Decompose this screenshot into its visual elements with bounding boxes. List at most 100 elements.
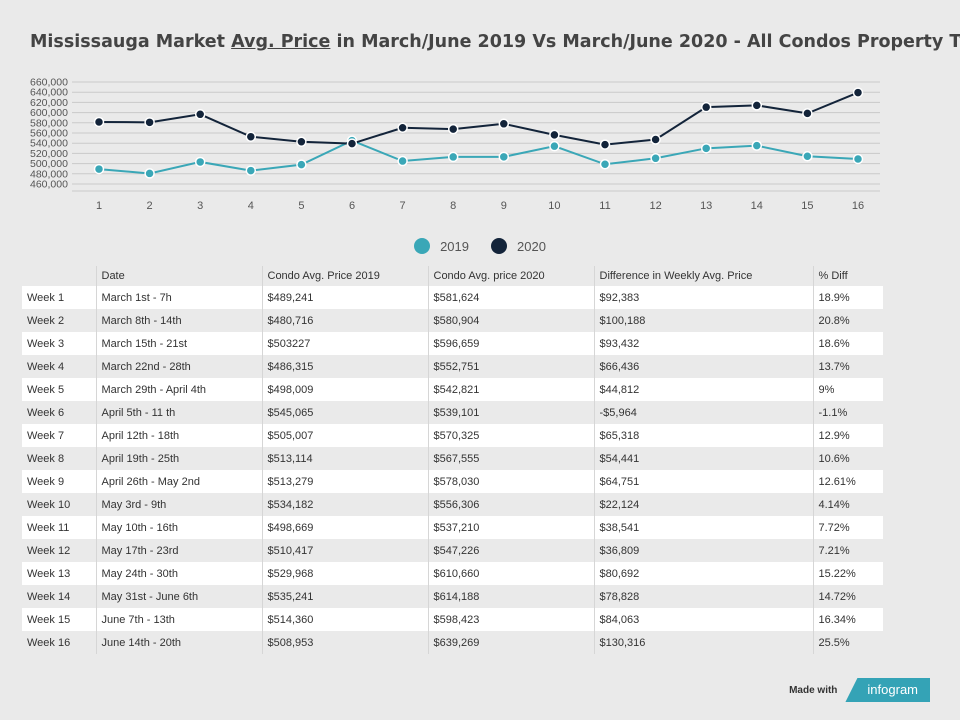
- table-cell: $614,188: [427, 585, 594, 608]
- table-cell: Week 6: [22, 401, 96, 424]
- table-cell: April 19th - 25th: [95, 447, 262, 470]
- table-cell: $486,315: [261, 355, 428, 378]
- table-cell: $66,436: [593, 355, 813, 378]
- table-cell: 18.9%: [812, 286, 883, 309]
- data-point-2020: [447, 123, 459, 135]
- table-cell: June 7th - 13th: [95, 608, 262, 631]
- table-cell: $84,063: [593, 608, 813, 631]
- table-row: Week 13 May 24th - 30th $529,968 $610,660 $8…: [22, 562, 883, 585]
- table-cell: $80,692: [593, 562, 813, 585]
- table-cell: March 1st - 7h: [95, 286, 262, 309]
- x-tick-label: 1: [96, 200, 102, 212]
- series-line-2020: [98, 91, 859, 146]
- table-cell: March 15th - 21st: [95, 332, 262, 355]
- table-cell: $92,383: [593, 286, 813, 309]
- table-row: Week 6 April 5th - 11 th $545,065 $539,101-…: [22, 401, 883, 424]
- table-cell: $54,441: [593, 447, 813, 470]
- x-tick-label: 12: [649, 200, 661, 212]
- table-cell: $513,114: [261, 447, 428, 470]
- table-cell: Week 15: [22, 608, 96, 631]
- table-cell: 10.6%: [812, 447, 883, 470]
- data-table: Date Condo Avg. Price 2019 Condo Avg. pric…: [22, 266, 883, 654]
- table-cell: Week 3: [22, 332, 96, 355]
- table-cell: Week 8: [22, 447, 96, 470]
- x-tick-label: 11: [599, 200, 610, 212]
- data-point-2020: [802, 108, 813, 119]
- table-cell: 20.8%: [812, 309, 883, 332]
- data-point-2020: [498, 118, 510, 130]
- table-cell: $537,210: [427, 516, 594, 539]
- table-cell: $44,812: [593, 378, 813, 401]
- table-row: Week 16 June 14th - 20th $508,953 $639,269 $…: [22, 631, 883, 654]
- y-tick-label: 600,000: [30, 107, 68, 119]
- table-cell: May 31st - June 6th: [95, 585, 262, 608]
- table-cell: 12.61%: [812, 470, 883, 493]
- data-point-2019: [751, 140, 763, 151]
- table-cell: April 26th - May 2nd: [95, 470, 262, 493]
- table-row: Week 7 April 12th - 18th $505,007 $570,325 $…: [22, 424, 883, 447]
- series-line-2019: [98, 139, 859, 175]
- x-tick-label: 14: [751, 200, 763, 212]
- table-cell: $513,279: [261, 470, 428, 493]
- x-tick-label: 2: [147, 200, 153, 212]
- table-cell: $534,182: [261, 493, 428, 516]
- data-point-2019: [650, 153, 661, 164]
- table-cell: $514,360: [261, 608, 428, 631]
- data-point-2019: [498, 151, 510, 163]
- x-tick-label: 13: [700, 200, 712, 212]
- y-tick-label: 640,000: [30, 87, 68, 99]
- legend-swatch: [414, 238, 431, 254]
- data-point-2019: [296, 159, 307, 170]
- data-point-2020: [296, 136, 307, 148]
- table-cell: $535,241: [261, 585, 428, 608]
- table-cell: Week 4: [22, 355, 96, 378]
- table-cell: $503227: [261, 332, 428, 355]
- infogram-logo[interactable]: infogram: [845, 678, 930, 702]
- column-header: Condo Avg. Price 2019: [261, 266, 428, 286]
- table-cell: $93,432: [593, 332, 813, 355]
- table-cell: $596,659: [427, 332, 594, 355]
- column-header: [22, 266, 96, 286]
- table-cell: $130,316: [593, 631, 813, 654]
- table-row: Week 1 March 1st - 7h $489,241 $581,624 $92,…: [22, 286, 883, 309]
- table-cell: $78,828: [593, 585, 813, 608]
- table-cell: $581,624: [427, 286, 594, 309]
- column-header: % Diff: [812, 266, 883, 286]
- table-cell: Week 1: [22, 286, 96, 309]
- data-point-2019: [245, 165, 257, 176]
- table-cell: 4.14%: [812, 493, 883, 516]
- table-cell: 15.22%: [812, 562, 883, 585]
- y-tick-label: 620,000: [30, 97, 68, 109]
- table-cell: $100,188: [593, 309, 813, 332]
- data-point-2019: [549, 140, 560, 152]
- logo-tail: [855, 702, 863, 709]
- table-cell: Week 5: [22, 378, 96, 401]
- y-tick-label: 580,000: [30, 117, 68, 129]
- x-tick-label: 10: [548, 200, 560, 212]
- title-pre: Mississauga Market: [30, 32, 232, 52]
- data-point-2019: [447, 151, 459, 163]
- table-cell: $556,306: [427, 493, 594, 516]
- table-cell: Week 11: [22, 516, 96, 539]
- data-point-2019: [144, 168, 155, 179]
- table-row: Week 8 April 19th - 25th $513,114 $567,555 $…: [22, 447, 883, 470]
- table-cell: Week 16: [22, 631, 96, 654]
- table-row: Week 9 April 26th - May 2nd $513,279 $578,0…: [22, 470, 883, 493]
- data-point-2020: [144, 117, 155, 128]
- table-cell: $578,030: [427, 470, 594, 493]
- table-cell: $480,716: [261, 309, 428, 332]
- legend-label: 2020: [517, 238, 546, 254]
- table-cell: $610,660: [427, 562, 594, 585]
- data-point-2020: [346, 138, 358, 149]
- table-header-row: Date Condo Avg. Price 2019 Condo Avg. pric…: [22, 266, 883, 286]
- table-row: Week 10 May 3rd - 9th $534,182 $556,306 $22,…: [22, 493, 883, 516]
- table-cell: Week 7: [22, 424, 96, 447]
- table-cell: $552,751: [427, 355, 594, 378]
- data-point-2020: [397, 122, 408, 133]
- table-cell: Week 2: [22, 309, 96, 332]
- data-point-2019: [802, 151, 813, 162]
- data-point-2020: [650, 134, 661, 145]
- chart-title: Mississauga Market Avg. Price in March/J…: [30, 32, 960, 52]
- legend-item-2019: 2019: [414, 238, 469, 254]
- table-cell: 12.9%: [812, 424, 883, 447]
